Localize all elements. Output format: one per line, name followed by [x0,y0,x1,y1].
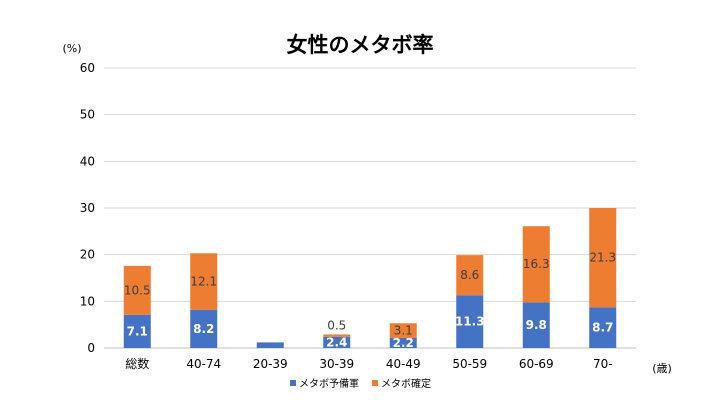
bar-segment [123,265,151,315]
bar-segment [123,314,151,348]
bars: 7.1 10.5 8.2 12.1 2.4 0.5 2.23.1 11.3 8.6 9.8 16.3… [123,208,617,350]
data-label: 16.3 [523,257,550,271]
gridlines [104,67,636,349]
x-tick-label: 40-74 [186,357,221,371]
data-label: 2.2 [393,336,414,350]
legend-swatch [290,380,296,386]
bar-segment [522,302,550,348]
bar-segment [456,295,484,348]
x-tick-label: 20-39 [253,357,288,371]
bar-segment [256,342,284,348]
chart-title: 女性のメタボ率 [287,33,434,57]
bar-segment [389,323,417,338]
x-tick-label: 70- [593,357,613,371]
x-tick-label: 30-39 [319,357,354,371]
y-axis-ticks: 0 10 20 30 40 50 60 [80,61,95,355]
legend-label: メタボ確定 [381,377,431,390]
bar-segment [522,226,550,303]
data-label: 8.2 [193,322,214,336]
y-tick-label: 0 [87,341,95,355]
data-label: 12.1 [190,275,217,289]
bar-segment [190,309,218,348]
y-tick-label: 50 [80,108,95,122]
bar-segment [456,255,484,296]
data-label: 21.3 [589,251,616,265]
x-tick-label: 40-49 [386,357,421,371]
bar-segment [589,208,617,308]
data-label: 7.1 [127,324,148,338]
bar-segment [589,307,617,348]
data-label: 11.3 [455,315,485,329]
x-tick-label: 総数 [125,356,149,371]
data-label: 8.6 [460,268,479,282]
y-tick-label: 20 [80,248,95,262]
x-tick-label: 50-59 [452,357,487,371]
data-label: 10.5 [124,283,151,297]
legend-swatch [372,380,378,386]
bar-segment [323,334,351,337]
legend: メタボ予備軍 メタボ確定 [290,377,431,390]
y-tick-label: 10 [80,294,95,308]
x-tick-label: 60-69 [519,357,554,371]
data-label: 3.1 [394,324,413,338]
data-label: 0.5 [327,318,346,332]
x-axis-labels: 総数 40-74 20-39 30-39 40-49 50-59 60-69 70- [125,356,612,371]
y-tick-label: 30 [80,201,95,215]
y-tick-label: 60 [80,61,95,75]
legend-label: メタボ予備軍 [299,377,359,390]
data-label: 8.7 [592,321,613,335]
data-label: 9.8 [526,318,547,332]
bar-segment [389,337,417,348]
bar-segment [190,253,218,310]
y-tick-label: 40 [80,154,95,168]
data-label: 2.4 [326,335,347,349]
x-axis-unit: (歳) [652,362,672,375]
y-axis-unit: (%) [62,42,81,55]
bar-segment [323,336,351,348]
